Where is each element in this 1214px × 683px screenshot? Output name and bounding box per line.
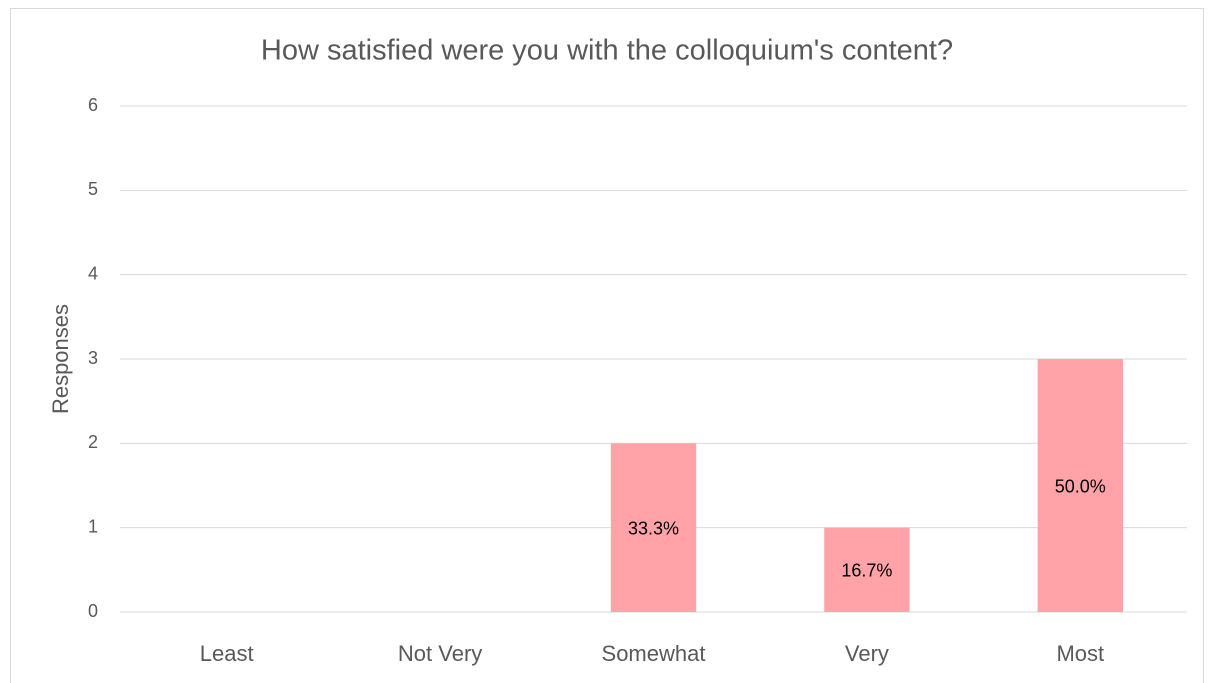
x-tick-label: Not Very (398, 641, 482, 666)
y-tick-label: 4 (88, 263, 98, 283)
x-tick-label: Least (200, 641, 254, 666)
data-label: 16.7% (841, 561, 892, 581)
y-tick-label: 6 (88, 95, 98, 115)
chart-frame (10, 8, 1204, 683)
y-tick-label: 2 (88, 432, 98, 452)
y-tick-label: 5 (88, 179, 98, 199)
x-tick-label: Most (1056, 641, 1104, 666)
data-label: 33.3% (628, 518, 679, 538)
y-tick-label: 0 (88, 601, 98, 621)
x-tick-label: Somewhat (602, 641, 706, 666)
x-tick-label: Very (845, 641, 889, 666)
chart-title: How satisfied were you with the colloqui… (261, 35, 953, 67)
y-tick-label: 1 (88, 516, 98, 536)
bar (824, 527, 910, 612)
y-axis-label: Responses (48, 304, 73, 414)
bar (610, 443, 697, 612)
bar (1037, 359, 1123, 612)
data-label: 50.0% (1055, 476, 1106, 496)
y-tick-label: 3 (88, 348, 98, 368)
